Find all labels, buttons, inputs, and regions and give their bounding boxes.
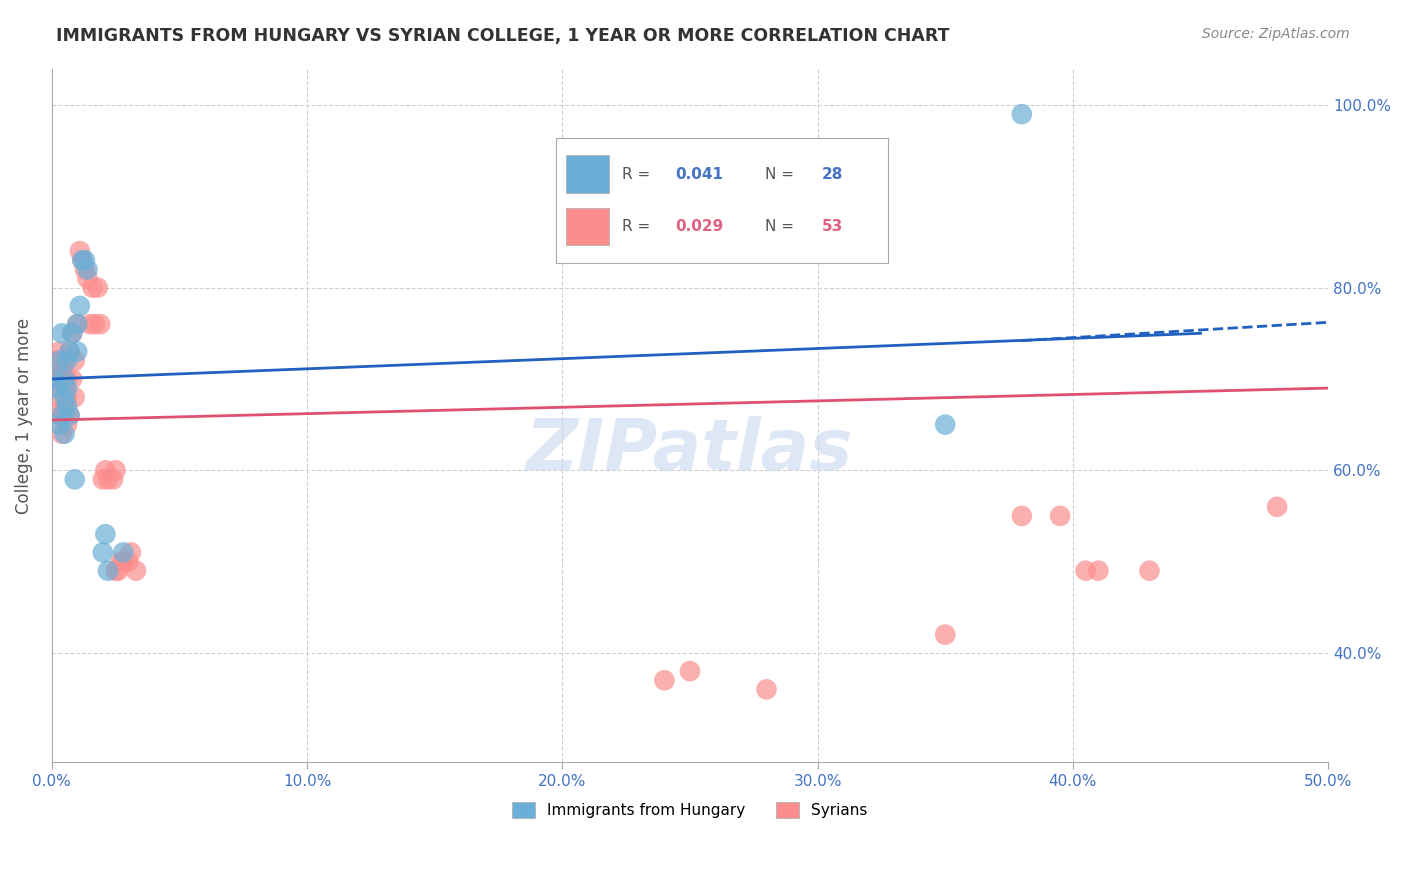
Point (44, 372, 66, 386)
Point (73, 262, 96, 277)
Point (45, 390, 67, 404)
Point (53, 426, 76, 441)
Point (51, 326, 73, 341)
Point (51, 409, 73, 423)
Point (1087, 564, 1109, 578)
Point (56, 417, 79, 432)
Point (120, 545, 142, 559)
Point (112, 545, 135, 559)
Point (76, 271, 98, 285)
Point (117, 555, 139, 569)
Point (84, 317, 107, 331)
Point (44, 372, 66, 386)
Point (86, 280, 108, 294)
Point (53, 390, 76, 404)
Point (104, 564, 127, 578)
Legend: Immigrants from Hungary, Syrians: Immigrants from Hungary, Syrians (506, 796, 873, 824)
Point (66, 317, 89, 331)
Point (48, 409, 70, 423)
Point (1049, 508, 1071, 523)
Point (63, 390, 86, 404)
Point (79, 317, 101, 331)
Point (56, 400, 79, 414)
Point (94, 463, 117, 477)
Point (89, 317, 111, 331)
Point (934, 417, 956, 432)
Point (104, 463, 127, 477)
Point (45, 381, 67, 395)
Point (1011, 508, 1033, 523)
Point (60, 326, 83, 341)
Point (63, 472, 86, 486)
Point (76, 262, 98, 277)
Point (48, 372, 70, 386)
Point (72, 253, 94, 268)
Point (63, 353, 86, 368)
Point (56, 381, 79, 395)
Point (110, 555, 132, 569)
Point (48, 344, 70, 359)
Text: IMMIGRANTS FROM HUNGARY VS SYRIAN COLLEGE, 1 YEAR OR MORE CORRELATION CHART: IMMIGRANTS FROM HUNGARY VS SYRIAN COLLEG… (56, 27, 949, 45)
Point (1139, 564, 1161, 578)
Point (60, 372, 83, 386)
Point (51, 363, 73, 377)
Point (1011, 107, 1033, 121)
Point (53, 353, 76, 368)
Point (934, 627, 956, 641)
Point (755, 682, 778, 697)
Point (53, 372, 76, 386)
Text: ZIPatlas: ZIPatlas (526, 416, 853, 484)
Point (94, 527, 117, 541)
Point (56, 390, 79, 404)
Point (69, 244, 91, 259)
Point (91, 472, 114, 486)
Point (101, 472, 124, 486)
Point (59, 409, 82, 423)
Point (66, 344, 89, 359)
Point (107, 564, 129, 578)
Point (73, 253, 96, 268)
Point (48, 417, 70, 432)
Point (51, 409, 73, 423)
Point (51, 426, 73, 441)
Y-axis label: College, 1 year or more: College, 1 year or more (15, 318, 32, 514)
Point (48, 353, 70, 368)
Point (45, 353, 67, 368)
Point (53, 381, 76, 395)
Point (112, 555, 135, 569)
Point (679, 664, 702, 678)
Point (97, 472, 120, 486)
Point (53, 400, 76, 414)
Point (56, 353, 79, 368)
Point (82, 280, 104, 294)
Point (72, 253, 94, 268)
Point (56, 372, 79, 386)
Point (1074, 564, 1097, 578)
Point (60, 326, 83, 341)
Point (654, 673, 676, 688)
Point (59, 344, 82, 359)
Text: Source: ZipAtlas.com: Source: ZipAtlas.com (1202, 27, 1350, 41)
Point (125, 564, 148, 578)
Point (66, 317, 89, 331)
Point (97, 564, 120, 578)
Point (91, 545, 114, 559)
Point (1265, 500, 1288, 514)
Point (69, 299, 91, 313)
Point (59, 409, 82, 423)
Point (59, 344, 82, 359)
